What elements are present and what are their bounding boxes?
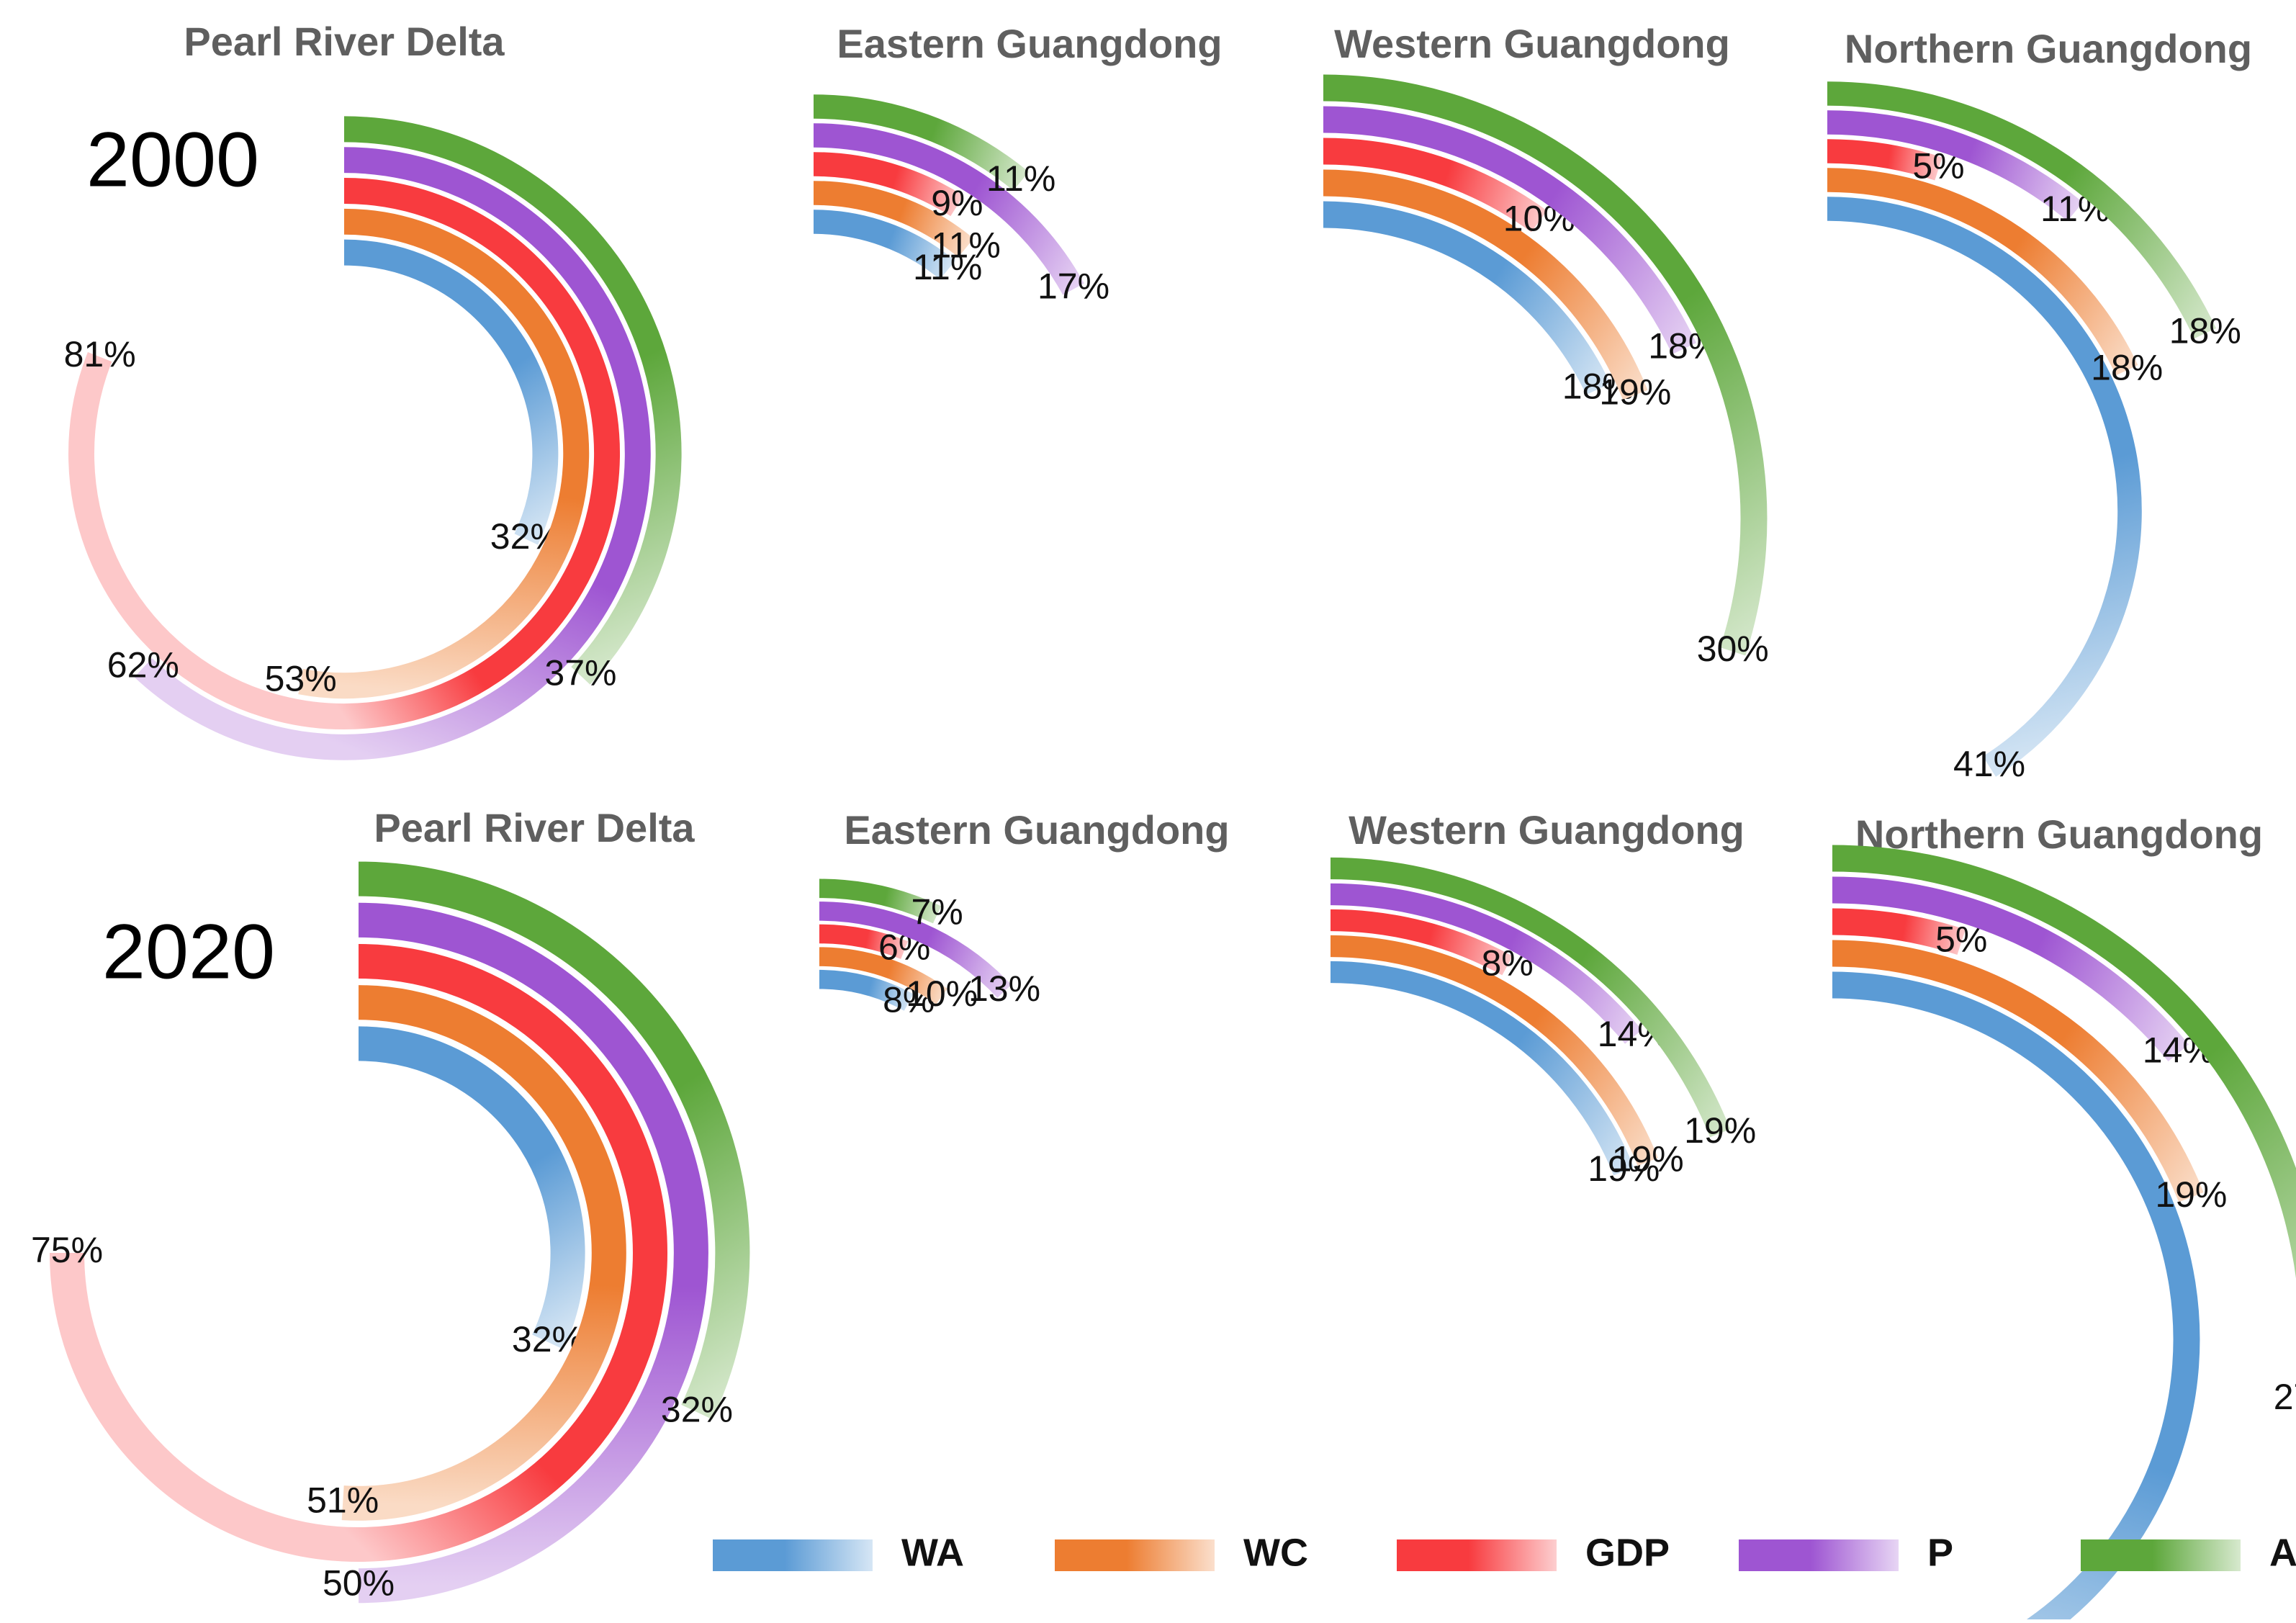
arc-gdp bbox=[1827, 139, 1942, 181]
value-label-wa: 59% bbox=[1606, 1616, 1678, 1619]
arc-wc bbox=[341, 985, 626, 1521]
arc-al bbox=[813, 94, 1029, 191]
arc-p bbox=[813, 123, 1084, 295]
value-label-al: 32% bbox=[661, 1389, 733, 1429]
arc-gdp bbox=[1330, 909, 1513, 976]
arc-wa bbox=[1827, 197, 2142, 777]
arc-wa bbox=[358, 1026, 585, 1349]
value-label-wc: 51% bbox=[307, 1480, 379, 1520]
arc-wc bbox=[813, 181, 974, 258]
value-label-wc: 19% bbox=[1599, 372, 1671, 413]
arc-gdp bbox=[1832, 908, 1966, 955]
arc-p bbox=[358, 902, 709, 1604]
arc-p bbox=[134, 147, 651, 760]
panel-title: Eastern Guangdong bbox=[837, 21, 1222, 66]
arc-p bbox=[1330, 883, 1642, 1044]
panel-title: Western Guangdong bbox=[1349, 807, 1744, 853]
value-label-wa: 41% bbox=[1953, 744, 2025, 784]
arc-p bbox=[819, 902, 1012, 998]
legend: WA WC GDP P AL bbox=[713, 1531, 2296, 1574]
arc-wa bbox=[1832, 971, 2200, 1623]
arc-al bbox=[819, 878, 942, 924]
year-label: 2020 bbox=[102, 908, 275, 995]
value-label-wc: 53% bbox=[265, 659, 337, 699]
arc-gdp bbox=[68, 178, 620, 729]
value-label-al: 11% bbox=[986, 158, 1055, 199]
panel-title: Pearl River Delta bbox=[184, 19, 505, 64]
arc-wc bbox=[819, 947, 947, 1004]
value-label-p: 17% bbox=[1037, 266, 1109, 307]
arc-al bbox=[358, 861, 750, 1420]
value-label-wc: 18% bbox=[2091, 347, 2163, 387]
value-label-wc: 19% bbox=[2155, 1174, 2227, 1215]
legend-swatch-p bbox=[1739, 1539, 1899, 1571]
arc-gdp bbox=[49, 943, 668, 1563]
arc-al bbox=[1827, 81, 2216, 339]
value-label-al: 37% bbox=[544, 653, 616, 693]
value-label-al: 7% bbox=[911, 892, 963, 932]
value-label-al: 18% bbox=[2169, 310, 2241, 351]
value-label-al: 27% bbox=[2274, 1377, 2296, 1417]
arc-gdp bbox=[819, 924, 909, 959]
value-label-wc: 11% bbox=[931, 225, 1000, 265]
value-label-wc: 10% bbox=[906, 974, 978, 1014]
arc-wa bbox=[813, 210, 955, 280]
legend-swatch-wa bbox=[713, 1539, 873, 1571]
arc-wc bbox=[298, 208, 590, 699]
arc-gdp bbox=[813, 152, 964, 217]
panel-title: Eastern Guangdong bbox=[844, 807, 1229, 853]
arc-wa bbox=[343, 239, 559, 545]
arc-wa bbox=[1330, 961, 1634, 1176]
panel-title: Western Guangdong bbox=[1334, 21, 1730, 66]
value-label-p: 62% bbox=[107, 644, 179, 685]
value-label-gdp: 75% bbox=[31, 1230, 103, 1270]
year-label: 2000 bbox=[86, 116, 259, 203]
arc-p bbox=[1832, 876, 2189, 1062]
arc-al bbox=[1323, 74, 1768, 656]
arc-al bbox=[1330, 857, 1731, 1138]
value-label-p: 50% bbox=[323, 1563, 395, 1603]
arc-wc bbox=[1323, 169, 1648, 400]
legend-swatch-wc bbox=[1055, 1539, 1215, 1571]
value-label-gdp: 81% bbox=[64, 334, 136, 374]
value-label-p: 13% bbox=[968, 968, 1040, 1009]
legend-label-p: P bbox=[1927, 1531, 1953, 1574]
value-label-al: 30% bbox=[1697, 629, 1769, 669]
panel-northern-guangdong: Northern Guangdong59%19%5%14%27% bbox=[1606, 812, 2296, 1623]
arc-p bbox=[1827, 110, 2083, 221]
legend-label-gdp: GDP bbox=[1585, 1531, 1670, 1574]
arc-p bbox=[1323, 106, 1696, 354]
value-label-wa: 11% bbox=[913, 247, 982, 287]
arc-al bbox=[1832, 845, 2296, 1279]
value-label-wc: 19% bbox=[1612, 1139, 1684, 1179]
legend-swatch-gdp bbox=[1397, 1539, 1557, 1571]
legend-label-al: AL bbox=[2269, 1531, 2296, 1574]
arc-wc bbox=[1827, 168, 2138, 376]
legend-label-wc: WC bbox=[1243, 1531, 1308, 1574]
value-label-al: 19% bbox=[1684, 1110, 1756, 1151]
legend-swatch-al bbox=[2081, 1539, 2241, 1571]
arc-gdp bbox=[1323, 138, 1547, 233]
arc-al bbox=[343, 116, 682, 685]
arc-wc bbox=[1330, 935, 1658, 1166]
arc-wc bbox=[1832, 940, 2204, 1202]
arc-wa bbox=[1323, 201, 1611, 395]
panel-title: Northern Guangdong bbox=[1855, 812, 2263, 857]
legend-label-wa: WA bbox=[901, 1531, 964, 1574]
panel-title: Northern Guangdong bbox=[1845, 26, 2252, 71]
arc-wa bbox=[819, 969, 914, 1011]
panel-title: Pearl River Delta bbox=[374, 805, 695, 850]
